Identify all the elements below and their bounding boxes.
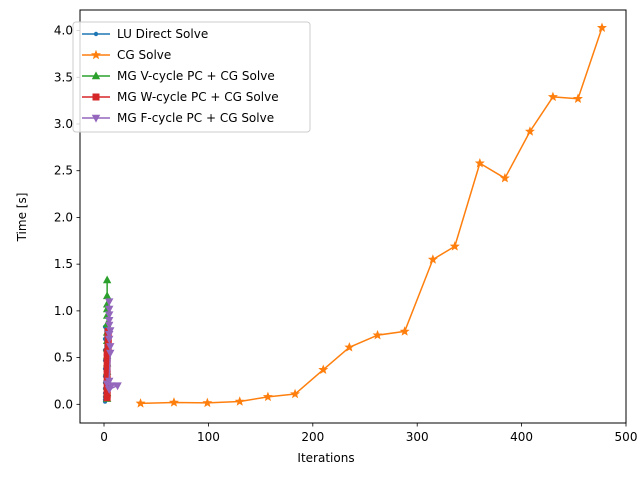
legend-handle-mg-f-cycle-pc-cg-solve xyxy=(82,114,110,123)
data-point-mg-w-cycle-pc-cg-solve xyxy=(103,348,111,356)
data-point-cg-solve xyxy=(547,91,558,102)
legend-marker-cg-solve xyxy=(91,49,101,60)
data-point-cg-solve xyxy=(524,126,535,136)
y-tick-label: 3.5 xyxy=(54,70,73,84)
data-point-cg-solve xyxy=(168,397,179,407)
data-point-mg-f-cycle-pc-cg-solve xyxy=(106,327,115,336)
legend-handle-cg-solve xyxy=(82,49,110,60)
x-tick-label: 400 xyxy=(510,430,533,444)
data-point-mg-f-cycle-pc-cg-solve xyxy=(105,377,114,386)
plot-frame xyxy=(79,9,627,424)
legend-box xyxy=(72,21,311,133)
y-tick-label: 0.0 xyxy=(54,397,73,411)
data-point-cg-solve xyxy=(290,388,301,399)
y-tick-label: 4.0 xyxy=(54,24,73,38)
legend-label-mg-f-cycle: MG F-cycle PC + CG Solve xyxy=(117,111,274,125)
data-point-cg-solve xyxy=(202,397,213,408)
data-point-cg-solve xyxy=(318,364,329,374)
data-point-mg-v-cycle-pc-cg-solve xyxy=(102,291,112,300)
data-point-mg-f-cycle-pc-cg-solve xyxy=(105,335,114,344)
data-point-cg-solve xyxy=(597,22,607,32)
data-point-mg-w-cycle-pc-cg-solve xyxy=(103,370,111,378)
data-point-mg-f-cycle-pc-cg-solve xyxy=(105,305,114,314)
series-line-cg-solve xyxy=(140,27,603,405)
legend-entry-cg-solve: CG Solve xyxy=(82,48,171,62)
y-tick-label: 0.5 xyxy=(54,351,73,365)
data-point-cg-solve xyxy=(135,398,146,408)
data-point-mg-f-cycle-pc-cg-solve xyxy=(106,349,115,358)
data-point-cg-solve xyxy=(344,342,355,352)
data-point-mg-w-cycle-pc-cg-solve xyxy=(103,391,111,399)
x-axis-label: Iterations xyxy=(297,451,354,465)
ticks-layer: 0 100 200 300 400 500 0.0 0.5 1.0 1.5 2.0 2.5 3.0 3.5… xyxy=(54,24,638,444)
legend-entry-mg-f-cycle: MG F-cycle PC + CG Solve xyxy=(82,111,274,125)
data-point-cg-solve xyxy=(449,241,460,251)
x-tick-label: 300 xyxy=(406,430,429,444)
legend-handle-mg-w-cycle-pc-cg-solve xyxy=(82,93,110,101)
series-cg-solve xyxy=(135,22,607,408)
data-point-mg-f-cycle-pc-cg-solve xyxy=(105,298,114,307)
data-point-cg-solve xyxy=(427,254,438,264)
legend-label-mg-w-cycle: MG W-cycle PC + CG Solve xyxy=(117,90,279,104)
data-point-mg-w-cycle-pc-cg-solve xyxy=(104,339,112,347)
legend-marker-mg-f-cycle-pc-cg-solve xyxy=(91,114,101,123)
data-point-cg-solve xyxy=(499,172,510,183)
x-tick-label: 100 xyxy=(197,430,220,444)
x-tick-label: 0 xyxy=(100,430,108,444)
data-point-cg-solve xyxy=(234,396,245,406)
legend-handle-lu-direct-solve xyxy=(82,31,110,37)
series-layer xyxy=(102,22,607,408)
legend-label-cg-solve: CG Solve xyxy=(117,48,171,62)
x-tick-label: 500 xyxy=(615,430,638,444)
y-axis-label: Time [s] xyxy=(15,193,29,243)
x-tick-label: 200 xyxy=(301,430,324,444)
data-point-mg-w-cycle-pc-cg-solve xyxy=(103,359,111,367)
legend-label-mg-v-cycle: MG V-cycle PC + CG Solve xyxy=(117,69,275,83)
y-tick-label: 1.0 xyxy=(54,304,73,318)
data-point-mg-w-cycle-pc-cg-solve xyxy=(103,365,111,373)
legend-label-lu-direct-solve: LU Direct Solve xyxy=(117,27,208,41)
data-point-cg-solve xyxy=(399,326,410,336)
data-point-mg-w-cycle-pc-cg-solve xyxy=(103,386,111,394)
data-point-cg-solve xyxy=(573,93,583,103)
data-point-mg-f-cycle-pc-cg-solve xyxy=(106,343,115,351)
data-point-mg-f-cycle-pc-cg-solve xyxy=(105,321,114,330)
data-point-cg-solve xyxy=(372,329,383,340)
data-point-cg-solve xyxy=(474,158,485,168)
legend-marker-lu-direct-solve xyxy=(93,31,99,37)
y-tick-label: 3.0 xyxy=(54,117,73,131)
y-tick-label: 2.5 xyxy=(54,164,73,178)
legend: LU Direct Solve CG Solve MG V-cycle PC +… xyxy=(72,21,311,133)
data-point-mg-f-cycle-pc-cg-solve xyxy=(105,311,114,320)
legend-entry-mg-v-cycle: MG V-cycle PC + CG Solve xyxy=(82,69,275,83)
data-point-cg-solve xyxy=(262,391,273,402)
legend-marker-mg-v-cycle-pc-cg-solve xyxy=(91,71,101,80)
data-point-mg-w-cycle-pc-cg-solve xyxy=(103,354,111,362)
y-tick-label: 2.0 xyxy=(54,210,73,224)
legend-marker-mg-w-cycle-pc-cg-solve xyxy=(92,93,100,101)
series-mg-f-cycle-pc-cg-solve xyxy=(102,298,122,394)
data-point-mg-v-cycle-pc-cg-solve xyxy=(102,275,112,284)
data-point-mg-f-cycle-pc-cg-solve xyxy=(105,317,114,325)
legend-handle-mg-v-cycle-pc-cg-solve xyxy=(82,71,110,80)
legend-entry-mg-w-cycle: MG W-cycle PC + CG Solve xyxy=(82,90,279,104)
data-point-mg-f-cycle-pc-cg-solve xyxy=(113,382,122,391)
legend-entry-lu-direct-solve: LU Direct Solve xyxy=(82,27,208,41)
y-tick-label: 1.5 xyxy=(54,257,73,271)
